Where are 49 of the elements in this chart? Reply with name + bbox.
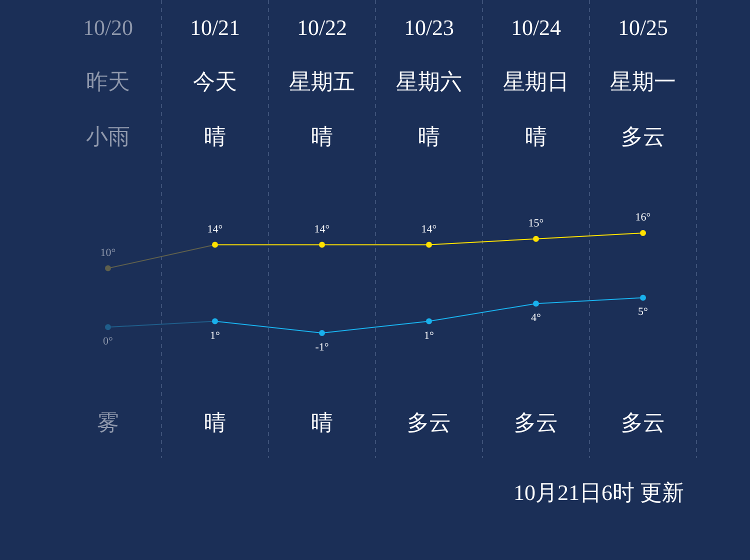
data-label: 14°: [314, 223, 330, 236]
text: 晴: [311, 124, 333, 150]
data-label: 16°: [635, 212, 651, 224]
text: 多云: [621, 410, 665, 436]
data-label: 1°: [210, 330, 220, 342]
point: [533, 236, 539, 242]
text: 星期一: [610, 69, 676, 94]
text: 星期日: [503, 69, 569, 94]
x-tick-label: 10/25: [618, 15, 668, 40]
text: 晴: [204, 124, 226, 150]
text: 晴: [525, 124, 547, 150]
x-tick-label: 10/21: [190, 15, 240, 40]
point: [319, 330, 325, 336]
data-label: 5°: [638, 306, 648, 318]
text: 星期六: [396, 69, 462, 94]
x-tick-label: 10/22: [296, 15, 348, 40]
text: 雾: [97, 410, 119, 436]
point: [212, 242, 218, 248]
data-label: -1°: [315, 342, 329, 354]
x-tick-label: 10/23: [404, 15, 454, 40]
point: [640, 230, 646, 236]
data-label: 4°: [531, 312, 541, 324]
text: 晴: [204, 410, 226, 436]
point: [319, 242, 325, 248]
point: [426, 318, 432, 324]
text: 小雨: [86, 124, 130, 150]
point: [212, 318, 218, 324]
text: 昨天: [86, 69, 130, 94]
data-label: 10°: [100, 246, 116, 259]
text: 多云: [407, 410, 451, 436]
data-label: 14°: [207, 223, 223, 236]
point: [105, 324, 111, 330]
point: [533, 300, 539, 307]
text: 晴: [418, 124, 440, 150]
point: [105, 265, 111, 272]
point: [426, 242, 432, 248]
text: 星期五: [289, 69, 355, 94]
data-label: 1°: [424, 330, 434, 342]
x-tick-label: 10/20: [82, 15, 134, 40]
text: 晴: [311, 410, 333, 436]
x-tick-label: 10/24: [510, 15, 562, 40]
text: 10月21日6时 更新: [514, 480, 684, 506]
point: [640, 294, 646, 301]
data-label: 14°: [421, 223, 437, 236]
data-label: 15°: [528, 217, 544, 230]
text: 多云: [621, 124, 665, 150]
text: 多云: [514, 410, 558, 436]
data-label: 0°: [103, 336, 113, 348]
text: 今天: [193, 69, 237, 94]
